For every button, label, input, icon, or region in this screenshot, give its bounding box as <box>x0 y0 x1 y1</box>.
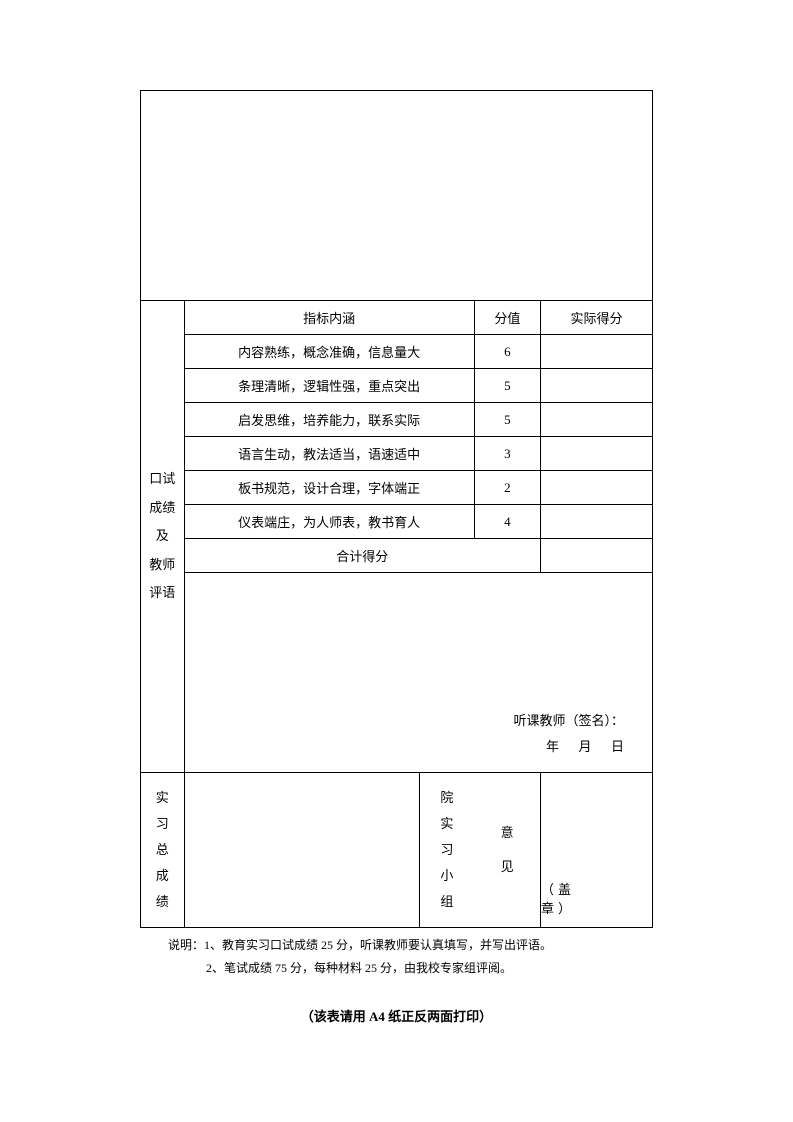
indicator-cell: 启发思维，培养能力，联系实际 <box>184 403 474 437</box>
label-line: 成绩 <box>141 494 184 523</box>
score-cell: 2 <box>474 471 540 505</box>
section-label-oral-exam: 口试 成绩 及 教师 评语 <box>141 301 185 773</box>
label-char: 意 <box>474 816 540 850</box>
label-char: 组 <box>420 889 475 915</box>
label-char: 成 <box>141 863 184 889</box>
header-actual: 实际得分 <box>541 301 653 335</box>
label-char: 见 <box>474 850 540 884</box>
label-line: 口试 <box>141 465 184 494</box>
actual-cell[interactable] <box>541 437 653 471</box>
total-label: 合计得分 <box>184 539 541 573</box>
label-line: 及 <box>141 522 184 551</box>
label-char: 实 <box>141 785 184 811</box>
committee-opinion-area[interactable]: （盖 章） <box>541 773 653 928</box>
signature-block: 听课教师（签名）： 年 月 日 <box>513 708 624 760</box>
indicator-cell: 仪表端庄，为人师表，教书育人 <box>184 505 474 539</box>
note-line-1: 说明：1、教育实习口试成绩 25 分，听课教师要认真填写，并写出评语。 <box>168 934 653 957</box>
label-char: 小 <box>420 863 475 889</box>
stamp-label: （盖 章） <box>541 879 612 917</box>
evaluation-form: 口试 成绩 及 教师 评语 指标内涵 分值 实际得分 内容熟练，概念准确，信息量… <box>140 90 653 928</box>
score-cell: 4 <box>474 505 540 539</box>
indicator-cell: 内容熟练，概念准确，信息量大 <box>184 335 474 369</box>
total-grade-area[interactable] <box>184 773 419 928</box>
actual-cell[interactable] <box>541 471 653 505</box>
label-char: 绩 <box>141 889 184 915</box>
label-line: 教师 <box>141 551 184 580</box>
committee-label: 院 实 习 小 组 <box>419 773 474 928</box>
actual-cell[interactable] <box>541 505 653 539</box>
score-cell: 6 <box>474 335 540 369</box>
indicator-cell: 条理清晰，逻辑性强，重点突出 <box>184 369 474 403</box>
year-label: 年 <box>546 739 559 754</box>
actual-cell[interactable] <box>541 403 653 437</box>
footer-note: （该表请用 A4 纸正反两面打印） <box>140 1006 653 1025</box>
total-actual[interactable] <box>541 539 653 573</box>
opinion-label: 意 见 <box>474 773 540 928</box>
actual-cell[interactable] <box>541 335 653 369</box>
score-cell: 5 <box>474 403 540 437</box>
month-label: 月 <box>578 739 591 754</box>
label-char: 总 <box>141 837 184 863</box>
score-cell: 3 <box>474 437 540 471</box>
indicator-cell: 板书规范，设计合理，字体端正 <box>184 471 474 505</box>
score-cell: 5 <box>474 369 540 403</box>
header-indicator: 指标内涵 <box>184 301 474 335</box>
note-line-2: 2、笔试成绩 75 分，每种材料 25 分，由我校专家组评阅。 <box>168 957 653 980</box>
day-label: 日 <box>611 739 624 754</box>
indicator-cell: 语言生动，教法适当，语速适中 <box>184 437 474 471</box>
label-char: 习 <box>141 811 184 837</box>
actual-cell[interactable] <box>541 369 653 403</box>
label-char: 实 <box>420 811 475 837</box>
signature-teacher: 听课教师（签名）： <box>513 708 624 734</box>
label-line: 评语 <box>141 579 184 608</box>
total-grade-label: 实 习 总 成 绩 <box>141 773 185 928</box>
top-blank-area <box>141 91 653 301</box>
signature-date: 年 月 日 <box>513 734 624 760</box>
header-score: 分值 <box>474 301 540 335</box>
teacher-comment-area[interactable]: 听课教师（签名）： 年 月 日 <box>184 573 652 773</box>
notes-block: 说明：1、教育实习口试成绩 25 分，听课教师要认真填写，并写出评语。 2、笔试… <box>140 934 653 980</box>
label-char: 院 <box>420 785 475 811</box>
label-char: 习 <box>420 837 475 863</box>
